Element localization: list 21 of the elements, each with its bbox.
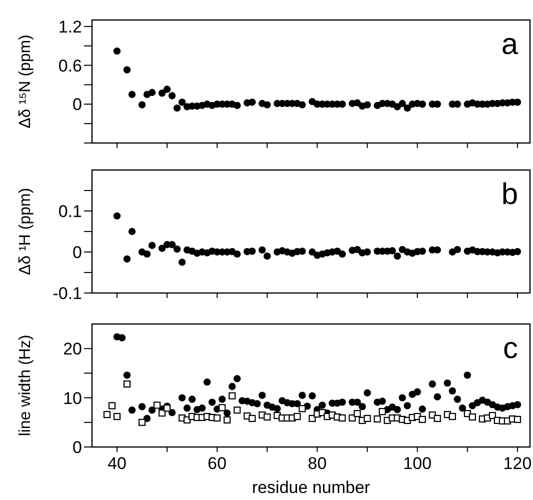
y-tick-label: 20 [63,340,82,359]
y-axis-title: line width (Hz) [17,334,34,436]
y-tick-label: -0.1 [52,284,82,303]
x-tick-label: 100 [403,454,432,473]
x-tick-label: 40 [108,454,126,473]
x-tick-label: 60 [208,454,227,473]
x-axis-title: residue number [252,478,370,497]
y-axis-title: Δδ ¹⁵N (ppm) [17,34,34,128]
y-tick-label: 0.1 [58,202,82,221]
y-tick-label: 0.6 [58,56,82,76]
x-tick-label: 80 [308,454,327,473]
y-tick-label: 0 [72,438,82,457]
y-axis-title: Δδ ¹H (ppm) [17,188,34,276]
annotation: b [501,178,518,211]
y-tick-label: 1.2 [58,17,82,36]
y-tick-label: 10 [63,388,82,408]
x-tick-label: 120 [503,454,532,473]
annotation: a [501,28,518,61]
y-tick-label: 0 [72,242,82,262]
annotation: c [503,332,518,365]
y-tick-label: 0 [72,95,82,114]
